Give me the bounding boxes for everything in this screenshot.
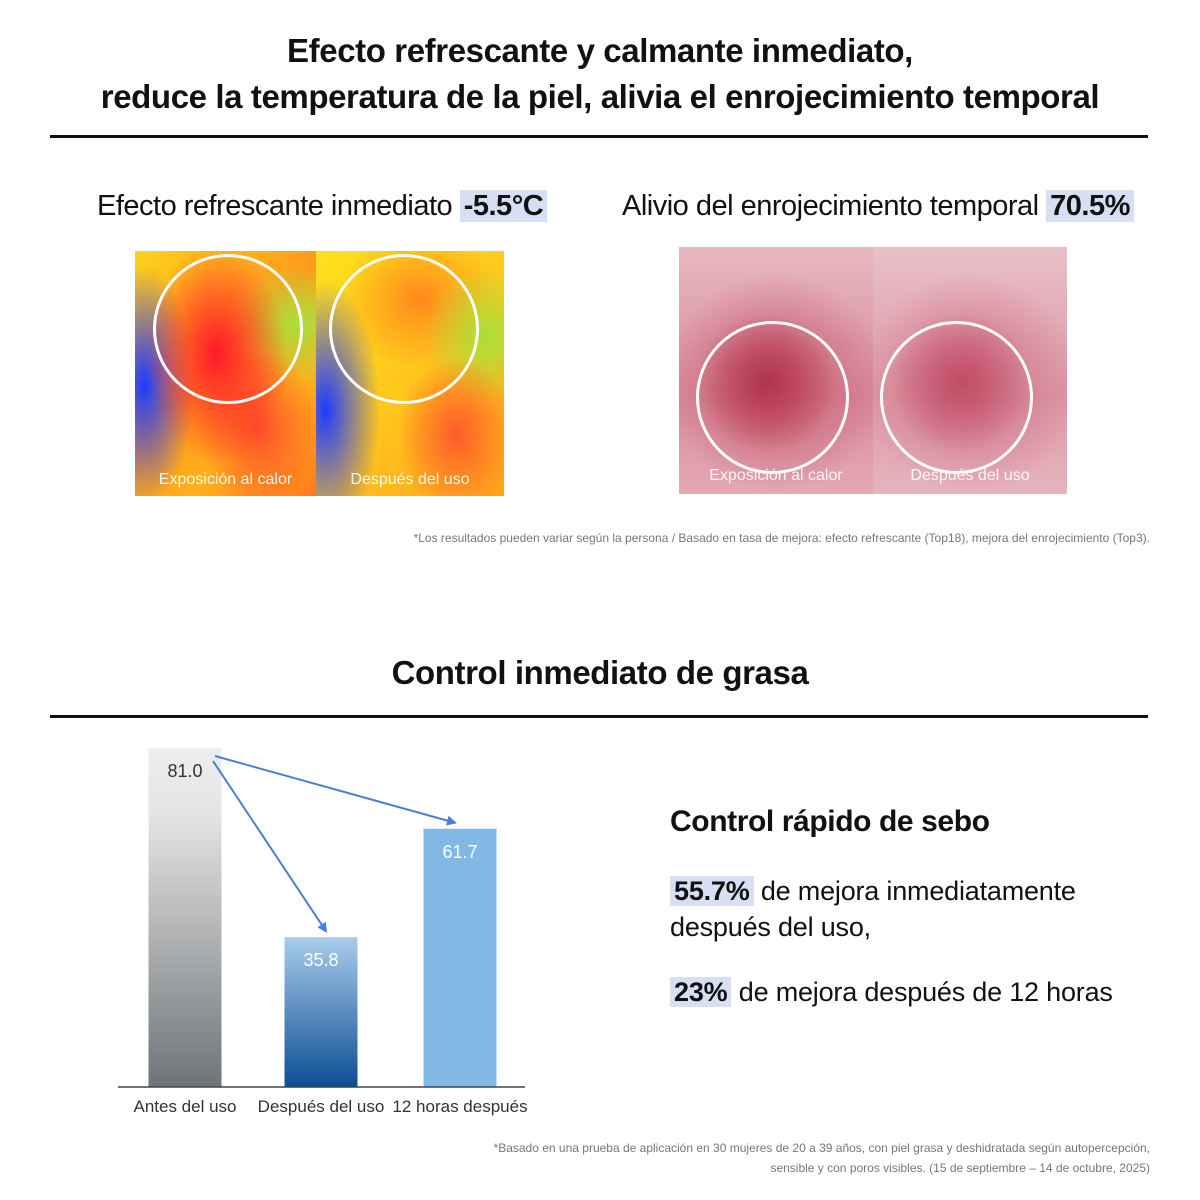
cooling-value-highlight: -5.5°C — [459, 190, 548, 222]
redness-image-before: Exposición al calor — [679, 247, 873, 494]
stat1-line1: 55.7% de mejora inmediatamente — [670, 872, 1076, 910]
stats-title: Control rápido de sebo — [670, 805, 990, 838]
bar-3 — [423, 828, 497, 1087]
sebum-bar-chart: 81.0 Antes del uso 35.8 Después del uso 61.7… — [118, 748, 528, 1116]
cooling-heading: Efecto refrescante inmediato -5.5°C — [97, 186, 548, 226]
section-title: Control inmediato de grasa — [391, 654, 809, 691]
bar-value-label-1: 81.0 — [167, 761, 202, 781]
redness-image-after: Después del uso — [873, 247, 1067, 494]
focus-circle — [153, 254, 303, 404]
category-label-3: 12 horas después — [392, 1097, 527, 1116]
category-label-1: Antes del uso — [133, 1097, 236, 1116]
main-title-line1: Efecto refrescante y calmante inmediato, — [287, 32, 913, 69]
cooling-label: Efecto refrescante inmediato — [97, 190, 453, 222]
trend-arrow-2 — [214, 755, 457, 826]
thermal-after-caption: Después del uso — [350, 471, 470, 488]
redness-label: Alivio del enrojecimiento temporal — [622, 190, 1039, 222]
section-divider — [50, 715, 1148, 718]
main-title: Efecto refrescante y calmante inmediato,… — [0, 28, 1200, 120]
trend-arrow-1 — [212, 760, 328, 933]
redness-heading: Alivio del enrojecimiento temporal 70.5% — [622, 186, 1134, 226]
category-label-2: Después del uso — [258, 1097, 385, 1116]
redness-after-caption: Después del uso — [910, 467, 1030, 484]
stat2-text: de mejora después de 12 horas — [731, 977, 1113, 1007]
stat2-line: 23% de mejora después de 12 horas — [670, 973, 1113, 1011]
header-divider — [50, 135, 1148, 138]
bar-value-label-2: 35.8 — [303, 950, 338, 970]
stat1-value-highlight: 55.7% — [670, 876, 754, 906]
focus-circle — [696, 321, 849, 474]
bar-1 — [148, 748, 222, 1087]
footnote-bottom-line1: *Basado en una prueba de aplicación en 3… — [493, 1141, 1150, 1155]
redness-value-highlight: 70.5% — [1046, 190, 1134, 222]
footnote-bottom: *Basado en una prueba de aplicación en 3… — [494, 1138, 1150, 1178]
focus-circle — [880, 321, 1033, 474]
footnote-top: *Los resultados pueden variar según la p… — [413, 531, 1150, 545]
footnote-bottom-line2: sensible y con poros visibles. (15 de se… — [770, 1161, 1150, 1175]
thermal-image-before: Exposición al calor — [135, 251, 316, 496]
redness-before-caption: Exposición al calor — [709, 467, 843, 484]
stat1-line2: después del uso, — [670, 912, 871, 942]
focus-circle — [329, 254, 479, 404]
bar-2 — [284, 937, 358, 1087]
stat1-text-a: de mejora inmediatamente — [753, 876, 1076, 906]
thermal-image-after: Después del uso — [316, 251, 504, 496]
stat2-value-highlight: 23% — [670, 977, 732, 1007]
main-title-line2: reduce la temperatura de la piel, alivia… — [100, 78, 1100, 115]
thermal-before-caption: Exposición al calor — [158, 471, 293, 488]
bar-value-label-3: 61.7 — [442, 842, 477, 862]
